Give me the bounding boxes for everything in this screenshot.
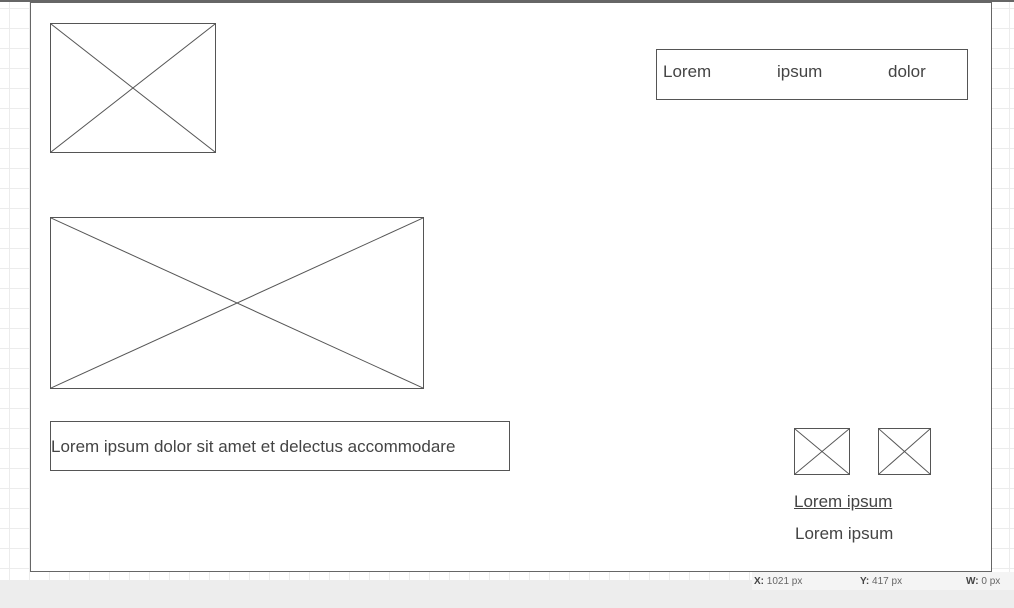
logo-image-placeholder[interactable]	[50, 23, 216, 153]
y-label: Y:	[860, 576, 870, 587]
x-coordinate: X: 1021 px	[754, 576, 802, 587]
width-readout: W: 0 px	[966, 576, 1000, 587]
top-border-line	[0, 0, 1014, 2]
footer-text: Lorem ipsum	[795, 524, 894, 543]
image-placeholder-icon	[51, 24, 215, 152]
nav-item-3[interactable]: dolor	[888, 62, 926, 81]
image-placeholder-icon	[51, 218, 423, 388]
hero-image-placeholder[interactable]	[50, 217, 424, 389]
y-value: 417 px	[872, 576, 903, 587]
caption-text: Lorem ipsum dolor sit amet et delectus a…	[51, 437, 456, 456]
w-value: 0 px	[981, 576, 1001, 587]
x-label: X:	[754, 576, 764, 587]
thumbnail-image-placeholder-1[interactable]	[794, 428, 850, 475]
y-coordinate: Y: 417 px	[860, 576, 902, 587]
image-placeholder-icon	[879, 429, 930, 474]
nav-item-1[interactable]: Lorem	[663, 62, 712, 81]
coordinate-status-bar: X: 1021 px Y: 417 px W: 0 px	[752, 572, 1014, 590]
caption-text-box[interactable]: Lorem ipsum dolor sit amet et delectus a…	[50, 421, 510, 471]
thumbnail-image-placeholder-2[interactable]	[878, 428, 931, 475]
navigation-menu: Lorem ipsum dolor	[656, 49, 968, 100]
image-placeholder-icon	[795, 429, 849, 474]
x-value: 1021 px	[766, 576, 803, 587]
w-label: W:	[966, 576, 979, 587]
nav-item-2[interactable]: ipsum	[777, 62, 823, 81]
footer-link[interactable]: Lorem ipsum	[794, 492, 893, 511]
